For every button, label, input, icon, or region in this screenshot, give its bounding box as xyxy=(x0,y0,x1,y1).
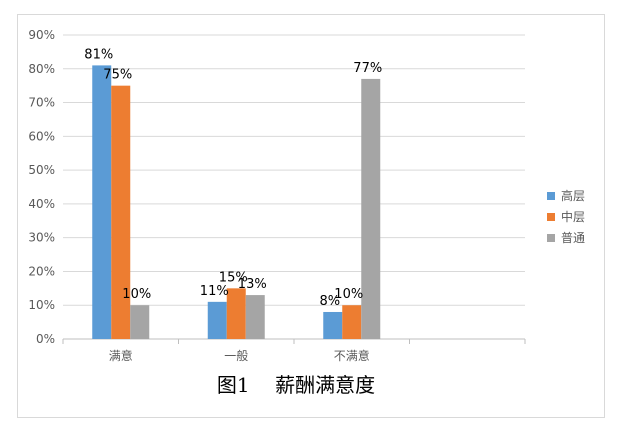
y-tick-label: 80% xyxy=(28,62,55,76)
legend-swatch xyxy=(547,234,555,242)
x-category-label: 不满意 xyxy=(334,348,370,363)
x-category-label: 满意 xyxy=(109,348,133,363)
bar xyxy=(111,85,131,340)
bar xyxy=(207,301,227,339)
bar xyxy=(342,305,362,339)
data-labels: 81%75%10% 11%15%13%8%10%77% xyxy=(84,47,382,309)
y-tick-label: 60% xyxy=(28,129,55,143)
y-tick-label: 30% xyxy=(28,231,55,245)
legend-label: 高层 xyxy=(561,188,585,203)
y-tick-label: 40% xyxy=(28,197,55,211)
legend-label: 普通 xyxy=(561,231,585,245)
data-label: 15% xyxy=(219,270,248,285)
data-label: 77% xyxy=(353,61,382,76)
data-label: 10% xyxy=(334,287,363,302)
data-label: 13% xyxy=(238,277,267,292)
bar xyxy=(226,288,246,339)
bar xyxy=(245,295,265,339)
data-label: 10% xyxy=(122,287,151,302)
y-tick-label: 0% xyxy=(36,332,55,346)
bars xyxy=(92,65,381,340)
y-tick-label: 10% xyxy=(28,298,55,312)
data-label: 75% xyxy=(103,68,132,83)
y-tick-label: 70% xyxy=(28,96,55,110)
y-axis-ticks: 0% 10% 20% 30% 40% 50% 60% 70% 80% 90% xyxy=(28,28,55,346)
bar xyxy=(361,78,381,340)
bar xyxy=(92,65,112,340)
bar xyxy=(323,311,343,339)
legend-label: 中层 xyxy=(561,209,585,224)
legend-swatch xyxy=(547,192,555,200)
figure-caption: 图1 薪酬满意度 xyxy=(217,373,375,397)
x-category-label: 一般 xyxy=(224,348,248,363)
y-tick-label: 90% xyxy=(28,28,55,42)
bar xyxy=(130,305,150,339)
legend-swatch xyxy=(547,213,555,221)
x-axis-categories: 满意 一般 不满意 xyxy=(109,348,370,363)
y-tick-label: 20% xyxy=(28,264,55,278)
data-label: 11% xyxy=(200,284,229,299)
data-label: 8% xyxy=(319,294,340,309)
y-tick-label: 50% xyxy=(28,163,55,177)
data-label: 81% xyxy=(84,47,113,62)
